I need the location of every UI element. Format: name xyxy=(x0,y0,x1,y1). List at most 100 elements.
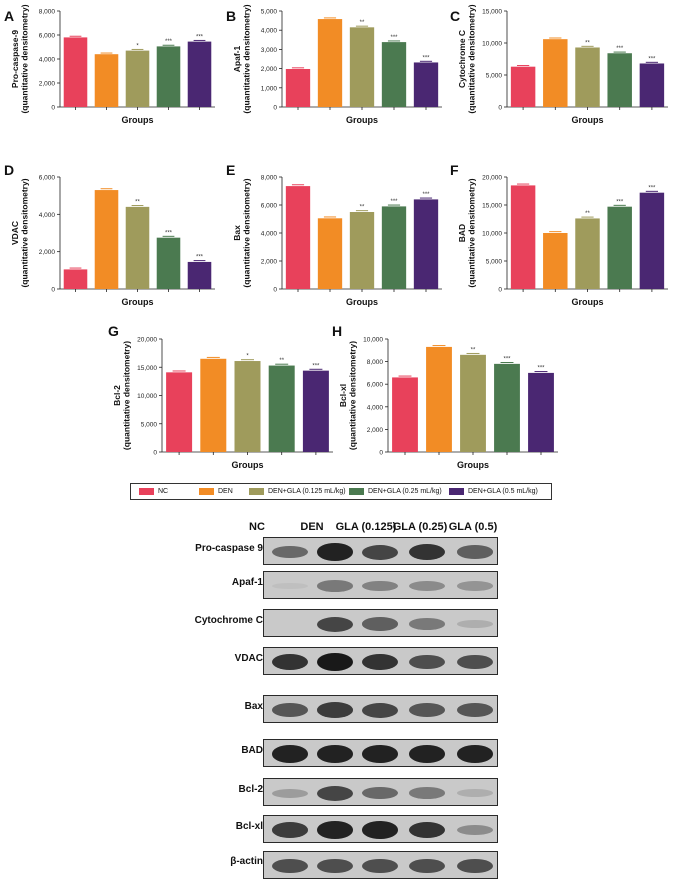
y-axis-label-line-h-1: (quantitative densitometry) xyxy=(348,341,358,450)
bar-a-0 xyxy=(63,37,88,107)
y-tick-label-a-3: 6,000 xyxy=(39,33,56,40)
y-tick-label-c-3: 15,000 xyxy=(482,9,502,16)
y-tick-label-g-1: 5,000 xyxy=(141,421,158,428)
significance-mark-h-3: *** xyxy=(503,357,511,363)
x-axis-label-d: Groups xyxy=(121,297,153,307)
blot-label-bcl-2: Bcl-2 xyxy=(238,784,263,795)
bar-h-1 xyxy=(426,346,452,452)
blot-band-1-4 xyxy=(457,581,493,591)
y-axis-label-g: Bcl-2(quantitative densitometry) xyxy=(112,341,132,450)
blot-band-5-0 xyxy=(272,745,308,763)
blot-column-den: DEN xyxy=(300,521,324,533)
legend-item-gla-0125: DEN+GLA (0.125 mL/kg) xyxy=(249,486,346,497)
y-axis-label-h: Bcl-xl(quantitative densitometry) xyxy=(338,341,358,450)
bar-d-1 xyxy=(94,190,119,289)
legend-swatch-gla-025 xyxy=(349,488,364,495)
blot-strip-5 xyxy=(263,739,498,767)
y-tick-label-a-2: 4,000 xyxy=(39,57,56,64)
bar-e-3 xyxy=(381,206,407,289)
blot-band-8-2 xyxy=(362,858,398,874)
blot-band-3-0 xyxy=(272,653,308,671)
blot-band-0-2 xyxy=(362,544,398,560)
y-tick-label-b-1: 1,000 xyxy=(261,85,278,92)
y-tick-label-d-2: 4,000 xyxy=(39,212,56,219)
bar-e-4 xyxy=(413,199,439,289)
blot-label-apaf-1: Apaf-1 xyxy=(231,577,263,588)
y-tick-label-c-0: 0 xyxy=(498,105,502,112)
bar-h-4 xyxy=(528,372,554,452)
y-tick-label-g-4: 20,000 xyxy=(137,337,157,344)
significance-mark-f-4: *** xyxy=(648,185,656,191)
blot-label-bcl-xl: Bcl-xl xyxy=(235,821,263,832)
bar-g-1 xyxy=(200,358,227,452)
blot-column-gla-05: GLA (0.5) xyxy=(448,521,498,533)
bar-c-4 xyxy=(639,63,665,107)
x-axis-label-g: Groups xyxy=(231,460,263,470)
panel-letter-a: A xyxy=(4,8,14,24)
blot-band-0-3 xyxy=(409,543,445,561)
x-axis-label-h: Groups xyxy=(457,460,489,470)
bar-g-2 xyxy=(234,361,261,452)
significance-mark-e-2: ** xyxy=(360,205,365,211)
blot-strip-2 xyxy=(263,609,498,637)
y-tick-label-e-2: 4,000 xyxy=(261,231,278,238)
y-tick-label-a-4: 8,000 xyxy=(39,9,56,16)
significance-mark-h-2: ** xyxy=(471,347,476,353)
significance-mark-g-4: *** xyxy=(312,363,320,369)
y-axis-label-line-f-0: BAD xyxy=(457,224,467,242)
blot-label-bax: Bax xyxy=(244,701,263,712)
significance-mark-h-4: *** xyxy=(537,366,545,372)
significance-mark-e-4: *** xyxy=(422,192,430,198)
y-axis-label-line-b-0: Apaf-1 xyxy=(232,46,242,73)
panel-letter-d: D xyxy=(4,162,14,178)
significance-mark-g-2: * xyxy=(246,354,249,360)
panel-letter-e: E xyxy=(226,162,235,178)
y-tick-label-f-3: 15,000 xyxy=(482,203,502,210)
y-tick-label-e-1: 2,000 xyxy=(261,259,278,266)
blot-column-nc: NC xyxy=(249,521,265,533)
bar-h-3 xyxy=(494,363,520,452)
y-tick-label-e-0: 0 xyxy=(273,287,277,294)
blot-strip-1 xyxy=(263,571,498,599)
blot-band-1-1 xyxy=(317,580,353,592)
y-tick-label-g-2: 10,000 xyxy=(137,393,157,400)
y-axis-label-f: BAD(quantitative densitometry) xyxy=(457,178,477,287)
y-tick-label-h-4: 8,000 xyxy=(367,359,384,366)
x-axis-label-b: Groups xyxy=(346,115,378,125)
significance-mark-g-3: ** xyxy=(279,358,284,364)
blot-band-8-1 xyxy=(317,858,353,874)
blot-band-6-0 xyxy=(272,788,308,798)
y-axis-label-line-b-1: (quantitative densitometry) xyxy=(242,4,252,113)
blot-band-0-1 xyxy=(317,543,353,561)
significance-mark-a-3: *** xyxy=(165,39,173,45)
legend-label-nc: NC xyxy=(158,488,169,495)
y-axis-label-line-g-1: (quantitative densitometry) xyxy=(122,341,132,450)
y-axis-label-line-d-0: VDAC xyxy=(10,221,20,245)
blot-strip-7 xyxy=(263,815,498,843)
y-tick-label-h-2: 4,000 xyxy=(367,404,384,411)
blot-band-8-3 xyxy=(409,858,445,874)
bar-b-3 xyxy=(381,42,407,107)
y-axis-label-b: Apaf-1(quantitative densitometry) xyxy=(232,4,252,113)
significance-mark-d-3: *** xyxy=(165,230,173,236)
y-tick-label-h-3: 6,000 xyxy=(367,382,384,389)
y-axis-label-line-e-1: (quantitative densitometry) xyxy=(242,178,252,287)
blot-band-1-3 xyxy=(409,580,445,592)
blot-band-7-4 xyxy=(457,824,493,836)
significance-mark-f-3: *** xyxy=(616,199,624,205)
y-tick-label-b-4: 4,000 xyxy=(261,28,278,35)
blot-label-vdac: VDAC xyxy=(234,653,263,664)
y-tick-label-b-5: 5,000 xyxy=(261,9,278,16)
y-tick-label-f-0: 0 xyxy=(498,287,502,294)
legend-label-gla-0125: DEN+GLA (0.125 mL/kg) xyxy=(268,488,346,495)
blot-band-4-3 xyxy=(409,703,445,717)
legend-label-gla-025: DEN+GLA (0.25 mL/kg) xyxy=(368,488,442,495)
y-tick-label-b-2: 2,000 xyxy=(261,66,278,73)
blot-band-8-4 xyxy=(457,858,493,874)
bar-e-1 xyxy=(317,218,343,289)
blot-band-6-2 xyxy=(362,786,398,800)
panel-letter-f: F xyxy=(450,162,459,178)
y-tick-label-e-3: 6,000 xyxy=(261,203,278,210)
significance-mark-f-2: ** xyxy=(585,211,590,217)
